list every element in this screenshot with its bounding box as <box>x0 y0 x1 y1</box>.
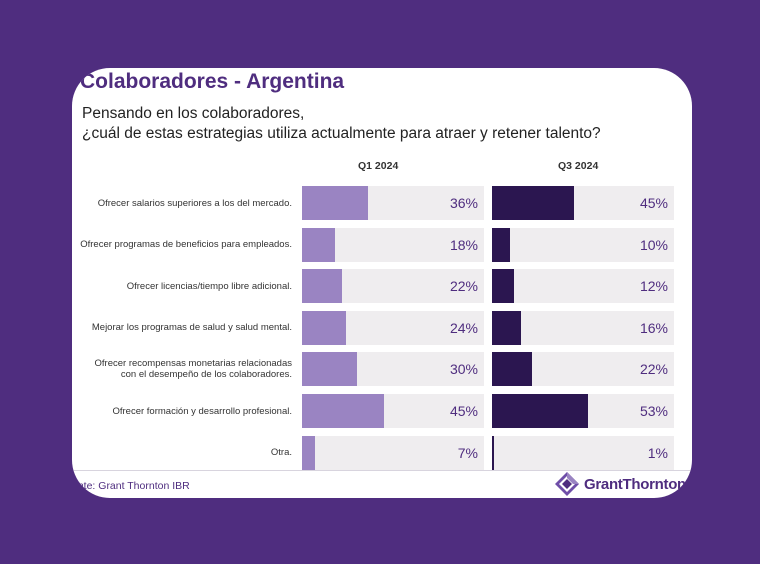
category-label: Mejorar los programas de salud y salud m… <box>91 322 292 334</box>
q1-value-label: 18% <box>449 236 478 253</box>
q3-value-label: 22% <box>639 361 668 378</box>
q3-bar <box>492 269 514 304</box>
q1-value-label: 24% <box>449 319 478 336</box>
q3-bar <box>492 352 533 387</box>
question-line-1: Pensando en los colaboradores, <box>82 105 305 122</box>
q1-bar <box>302 435 315 470</box>
q1-bar <box>302 352 357 387</box>
q3-bar <box>492 435 494 470</box>
category-label: Ofrecer salarios superiores a los del me… <box>97 197 292 209</box>
q3-value-label: 1% <box>647 444 668 461</box>
q3-bar-track: 10% <box>492 227 674 262</box>
column-header-q3: Q3 2024 <box>558 160 599 172</box>
q1-bar <box>302 186 368 220</box>
bar-row: Ofrecer programas de beneficios para emp… <box>72 227 692 262</box>
source-note: ente: Grant Thornton IBR <box>72 480 190 492</box>
column-header-q1: Q1 2024 <box>358 160 399 172</box>
chart-title: Colaboradores - Argentina <box>80 70 345 93</box>
q3-bar-track: 12% <box>492 269 674 304</box>
q1-value-label: 36% <box>449 195 478 211</box>
q1-value-label: 30% <box>449 361 478 378</box>
bar-row: Ofrecer formación y desarrollo profesion… <box>72 394 692 428</box>
q1-value-label: 45% <box>449 403 478 419</box>
q1-value-label: 7% <box>457 444 478 461</box>
bar-row: Ofrecer salarios superiores a los del me… <box>72 186 692 220</box>
q1-bar <box>302 227 335 262</box>
q1-bar-track: 24% <box>302 310 484 345</box>
category-label: Otra. <box>270 447 292 459</box>
chart-card: Colaboradores - Argentina Pensando en lo… <box>72 68 692 498</box>
bar-row: Ofrecer recompensas monetarias relaciona… <box>72 352 692 387</box>
q3-value-label: 16% <box>639 319 668 336</box>
q3-bar <box>492 310 522 345</box>
q1-bar-track: 18% <box>302 227 484 262</box>
footer-divider <box>72 470 692 471</box>
q3-bar-track: 45% <box>492 186 674 220</box>
category-label: Ofrecer formación y desarrollo profesion… <box>112 405 292 417</box>
logo-text: GrantThornton <box>584 475 686 493</box>
q1-bar-track: 7% <box>302 435 484 470</box>
chart-question: Pensando en los colaboradores, ¿cuál de … <box>82 104 601 144</box>
q3-bar <box>492 227 511 262</box>
q1-bar-track: 22% <box>302 269 484 304</box>
q1-value-label: 22% <box>449 278 478 295</box>
bar-row: Ofrecer licencias/tiempo libre adicional… <box>72 269 692 304</box>
category-label: Ofrecer licencias/tiempo libre adicional… <box>126 280 292 292</box>
q3-bar-track: 53% <box>492 394 674 428</box>
q1-bar-track: 36% <box>302 186 484 220</box>
q3-value-label: 12% <box>639 278 668 295</box>
q1-bar <box>302 269 343 304</box>
q3-value-label: 45% <box>639 195 668 211</box>
q3-bar-track: 22% <box>492 352 674 387</box>
q3-bar-track: 16% <box>492 310 674 345</box>
category-label: Ofrecer recompensas monetarias relaciona… <box>94 358 292 381</box>
q3-value-label: 53% <box>639 403 668 419</box>
q3-bar <box>492 394 589 428</box>
q1-bar-track: 45% <box>302 394 484 428</box>
q1-bar <box>302 394 384 428</box>
q3-bar <box>492 186 574 220</box>
bar-row: Mejorar los programas de salud y salud m… <box>72 310 692 345</box>
grant-thornton-logo: GrantThornton <box>554 471 686 497</box>
q1-bar <box>302 310 346 345</box>
question-line-2: ¿cuál de estas estrategias utiliza actua… <box>82 125 601 142</box>
q3-value-label: 10% <box>639 236 668 253</box>
grant-thornton-logo-icon <box>555 472 579 496</box>
q3-bar-track: 1% <box>492 435 674 470</box>
category-label: Ofrecer programas de beneficios para emp… <box>80 239 292 251</box>
bar-row: Otra. 7% 1% <box>72 435 692 470</box>
q1-bar-track: 30% <box>302 352 484 387</box>
